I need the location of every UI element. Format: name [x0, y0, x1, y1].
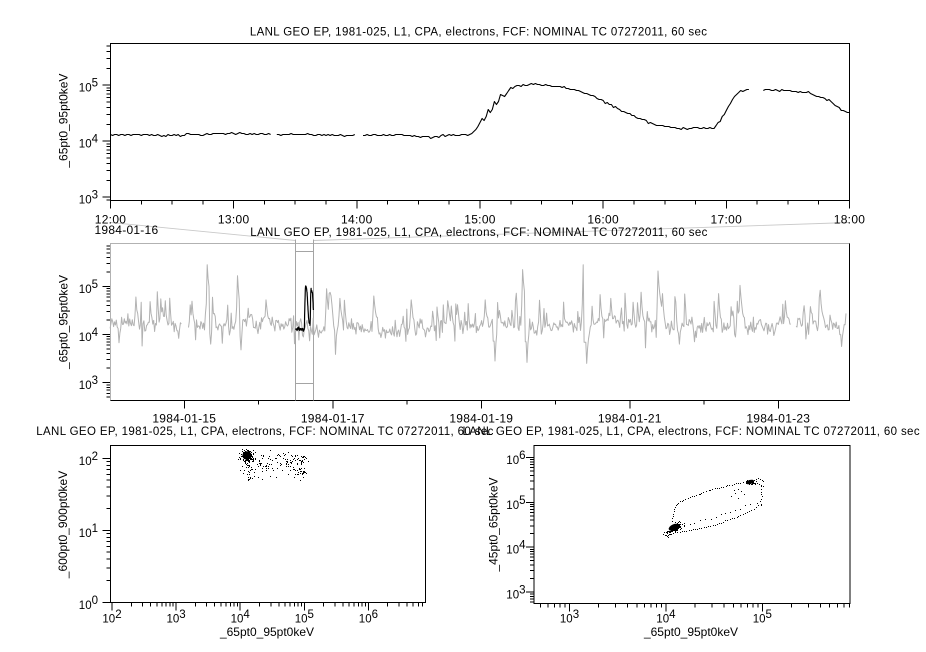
svg-text:14:00: 14:00: [341, 213, 373, 227]
svg-text:15:00: 15:00: [464, 213, 496, 227]
svg-text:LANL GEO EP, 1981-025, L1, CPA: LANL GEO EP, 1981-025, L1, CPA, electron…: [36, 426, 494, 438]
svg-text:_65pt0_95pt0keV: _65pt0_95pt0keV: [219, 625, 314, 639]
svg-text:1984-01-15: 1984-01-15: [152, 412, 216, 426]
svg-text:17:00: 17:00: [711, 213, 743, 227]
svg-text:18:00: 18:00: [834, 213, 866, 227]
svg-text:12:00: 12:00: [95, 213, 127, 227]
svg-text:1984-01-17: 1984-01-17: [301, 412, 365, 426]
svg-text:1984-01-23: 1984-01-23: [746, 412, 810, 426]
svg-text:LANL GEO EP, 1981-025, L1, CPA: LANL GEO EP, 1981-025, L1, CPA, electron…: [250, 227, 708, 239]
svg-text:_65pt0_95pt0keV: _65pt0_95pt0keV: [57, 275, 71, 370]
svg-text:_600pt0_900pt0keV: _600pt0_900pt0keV: [56, 471, 70, 579]
svg-text:1984-01-16: 1984-01-16: [95, 223, 159, 237]
svg-text:_45pt0_65pt0keV: _45pt0_65pt0keV: [487, 477, 501, 572]
svg-text:LANL GEO EP, 1981-025, L1, CPA: LANL GEO EP, 1981-025, L1, CPA, electron…: [462, 426, 920, 438]
svg-text:_65pt0_95pt0keV: _65pt0_95pt0keV: [57, 74, 71, 169]
svg-text:1984-01-21: 1984-01-21: [598, 412, 662, 426]
svg-text:_65pt0_95pt0keV: _65pt0_95pt0keV: [643, 625, 738, 639]
svg-text:LANL GEO EP, 1981-025, L1, CPA: LANL GEO EP, 1981-025, L1, CPA, electron…: [250, 27, 708, 39]
svg-text:16:00: 16:00: [587, 213, 619, 227]
svg-text:1984-01-19: 1984-01-19: [449, 412, 513, 426]
svg-text:13:00: 13:00: [218, 213, 250, 227]
